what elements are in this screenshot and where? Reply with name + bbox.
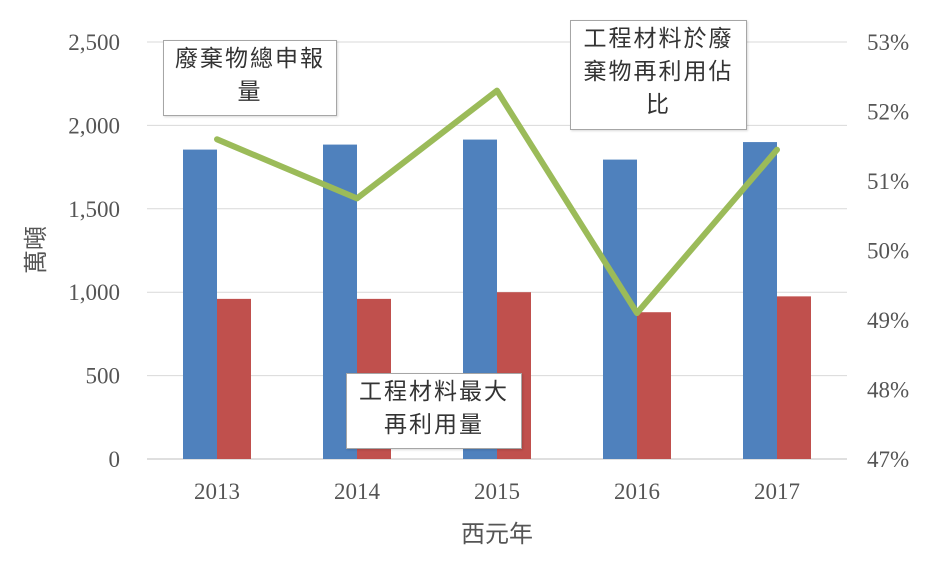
y2-tick-label: 49%: [867, 308, 909, 333]
y2-tick-label: 51%: [867, 169, 909, 194]
bar-reuse-max: [217, 298, 251, 459]
left-axis-ticks: 0 500 1,000 1,500 2,000 2,500: [68, 30, 120, 472]
bar-reuse-max: [777, 296, 811, 459]
callout-reuse-max: 工程材料最大再利用量: [346, 373, 522, 449]
y-tick-label: 1,000: [68, 280, 120, 305]
y2-tick-label: 50%: [867, 239, 909, 264]
bar-reuse-max: [637, 312, 671, 459]
ratio-line-series: [214, 87, 780, 317]
y-axis-title: 萬噸: [22, 226, 50, 274]
bar-total-reported: [743, 142, 777, 459]
x-tick-label: 2017: [754, 479, 800, 504]
y2-tick-label: 53%: [867, 30, 909, 55]
x-tick-label: 2016: [614, 479, 660, 504]
x-tick-label: 2013: [194, 479, 240, 504]
y-tick-label: 1,500: [68, 197, 120, 222]
x-tick-label: 2014: [334, 479, 381, 504]
bar-total-reported: [183, 149, 217, 459]
y2-tick-label: 52%: [867, 100, 909, 125]
y2-tick-label: 48%: [867, 378, 909, 403]
right-axis-ticks: 47% 48% 49% 50% 51% 52% 53%: [867, 30, 909, 472]
callout-ratio: 工程材料於廢棄物再利用佔比: [570, 20, 747, 130]
y-tick-label: 2,500: [68, 30, 120, 55]
x-axis-title: 西元年: [461, 520, 533, 548]
y-tick-label: 500: [86, 364, 121, 389]
y-tick-label: 2,000: [68, 113, 120, 138]
y-tick-label: 0: [109, 447, 121, 472]
y2-tick-label: 47%: [867, 447, 909, 472]
x-tick-label: 2015: [474, 479, 520, 504]
callout-total-reported: 廢棄物總申報量: [163, 40, 337, 116]
x-axis-ticks: 2013 2014 2015 2016 2017: [194, 479, 800, 504]
